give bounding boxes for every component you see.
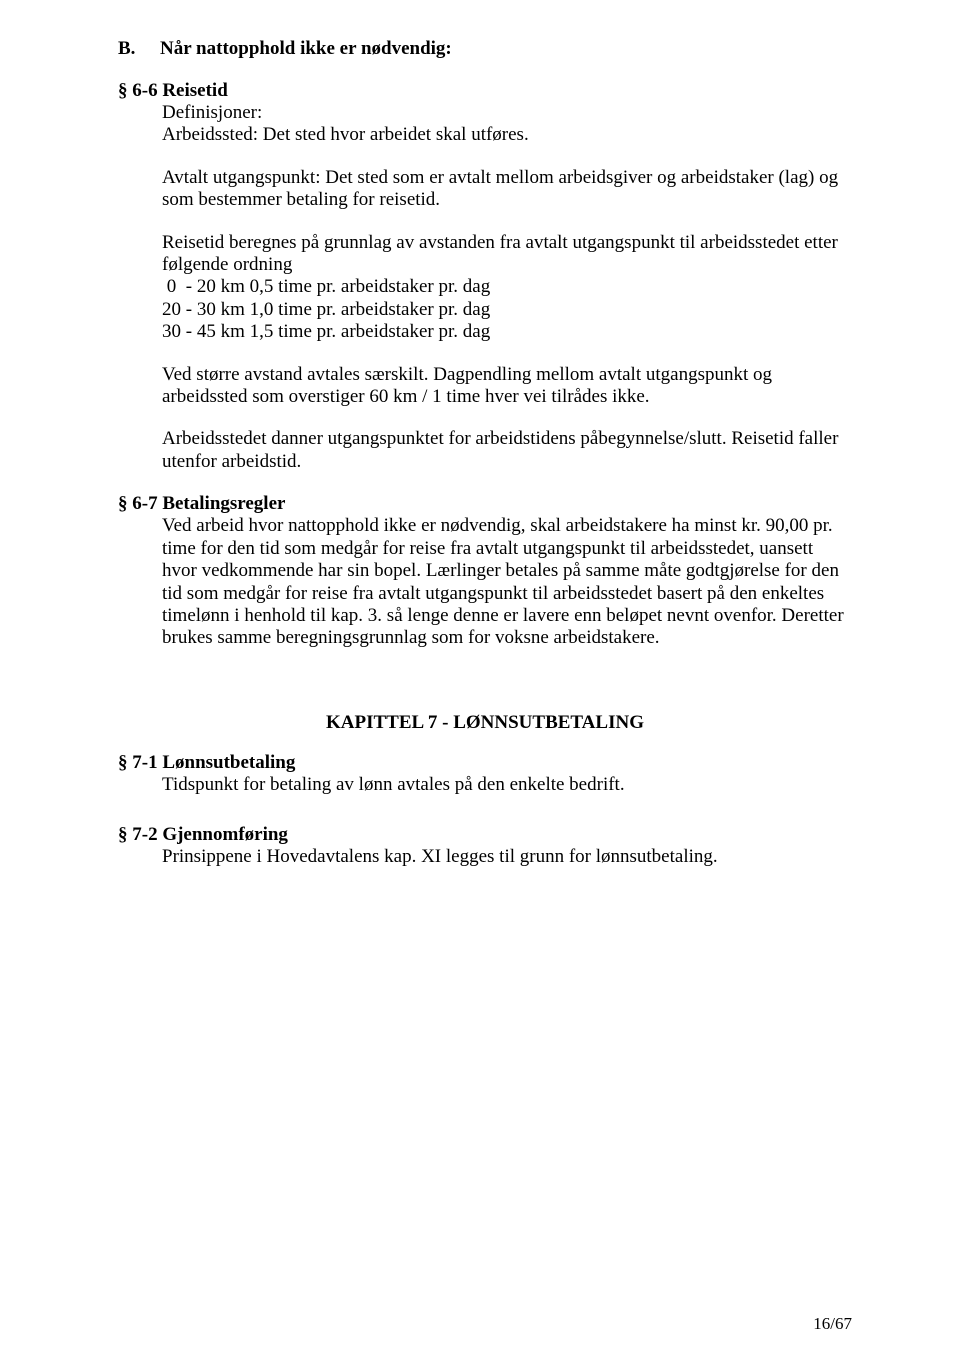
distance-row-1: 0 - 20 km 0,5 time pr. arbeidstaker pr. … — [162, 276, 852, 298]
body-7-1: Tidspunkt for betaling av lønn avtales p… — [162, 774, 852, 796]
definisjoner-label: Definisjoner: — [162, 102, 852, 124]
section-b-heading: B.Når nattopphold ikke er nødvendig: — [118, 38, 852, 60]
beregnes-intro: Reisetid beregnes på grunnlag av avstand… — [162, 232, 852, 277]
body-6-7: Ved arbeid hvor nattopphold ikke er nødv… — [162, 515, 852, 649]
body-7-2: Prinsippene i Hovedavtalens kap. XI legg… — [162, 846, 852, 868]
gjennomforing-body: Prinsippene i Hovedavtalens kap. XI legg… — [162, 846, 852, 868]
avtalt-utgangspunkt-def: Avtalt utgangspunkt: Det sted som er avt… — [162, 167, 852, 212]
heading-7-1: § 7-1 Lønnsutbetaling — [118, 752, 852, 774]
arbeidsstedet-danner: Arbeidsstedet danner utgangspunktet for … — [162, 428, 852, 473]
distance-row-2: 20 - 30 km 1,0 time pr. arbeidstaker pr.… — [162, 299, 852, 321]
document-page: B.Når nattopphold ikke er nødvendig: § 6… — [0, 0, 960, 1364]
section-letter: B. — [118, 38, 160, 60]
heading-6-7: § 6-7 Betalingsregler — [118, 493, 852, 515]
heading-6-6: § 6-6 Reisetid — [118, 80, 852, 102]
section-b-title: Når nattopphold ikke er nødvendig: — [160, 38, 452, 59]
page-number: 16/67 — [813, 1314, 852, 1334]
heading-7-2: § 7-2 Gjennomføring — [118, 824, 852, 846]
storre-avstand: Ved større avstand avtales særskilt. Dag… — [162, 364, 852, 409]
betalingsregler-body: Ved arbeid hvor nattopphold ikke er nødv… — [162, 515, 852, 649]
body-6-6: Definisjoner: Arbeidssted: Det sted hvor… — [162, 102, 852, 473]
distance-row-3: 30 - 45 km 1,5 time pr. arbeidstaker pr.… — [162, 321, 852, 343]
lonnsutbetaling-body: Tidspunkt for betaling av lønn avtales p… — [162, 774, 852, 796]
chapter-7-title: KAPITTEL 7 - LØNNSUTBETALING — [118, 712, 852, 734]
arbeidssted-def: Arbeidssted: Det sted hvor arbeidet skal… — [162, 124, 852, 146]
